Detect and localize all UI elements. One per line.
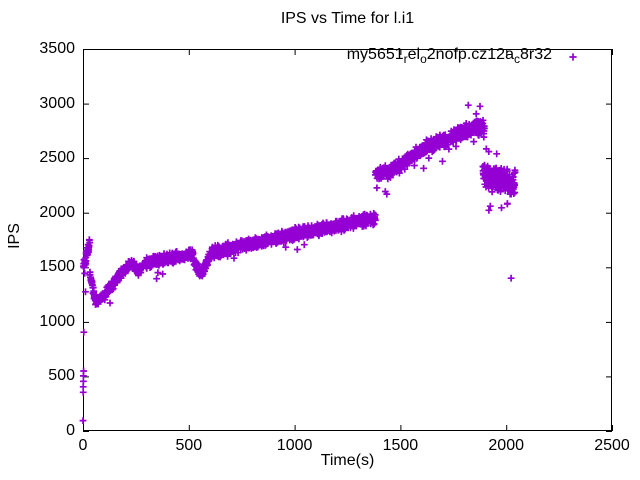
x-tick-label: 500 <box>175 437 203 454</box>
legend-label: my5651relo2nofp.cz12ac8r32 <box>346 46 552 66</box>
y-tick-label: 1500 <box>39 258 75 276</box>
chart-title: IPS vs Time for l.i1 <box>280 10 415 27</box>
y-tick-label: 0 <box>66 422 75 439</box>
legend-marker-icon <box>569 53 577 61</box>
x-tick-label: 2500 <box>594 437 630 454</box>
y-tick-label: 1000 <box>39 312 75 330</box>
y-tick-label: 2000 <box>39 203 75 221</box>
x-tick-label: 0 <box>78 437 88 454</box>
y-tick-label: 3000 <box>39 94 75 112</box>
y-tick-label: 3500 <box>39 40 75 57</box>
axis-frame <box>83 49 613 432</box>
x-tick-label: 1500 <box>382 437 419 454</box>
plot-border <box>83 49 612 431</box>
y-tick-label: 500 <box>48 367 75 385</box>
x-tick-label: 1000 <box>276 437 313 454</box>
data-points <box>79 101 519 424</box>
y-tick-label: 2500 <box>39 149 75 167</box>
x-tick-label: 2000 <box>488 437 524 454</box>
x-axis-label: Time(s) <box>320 452 375 469</box>
